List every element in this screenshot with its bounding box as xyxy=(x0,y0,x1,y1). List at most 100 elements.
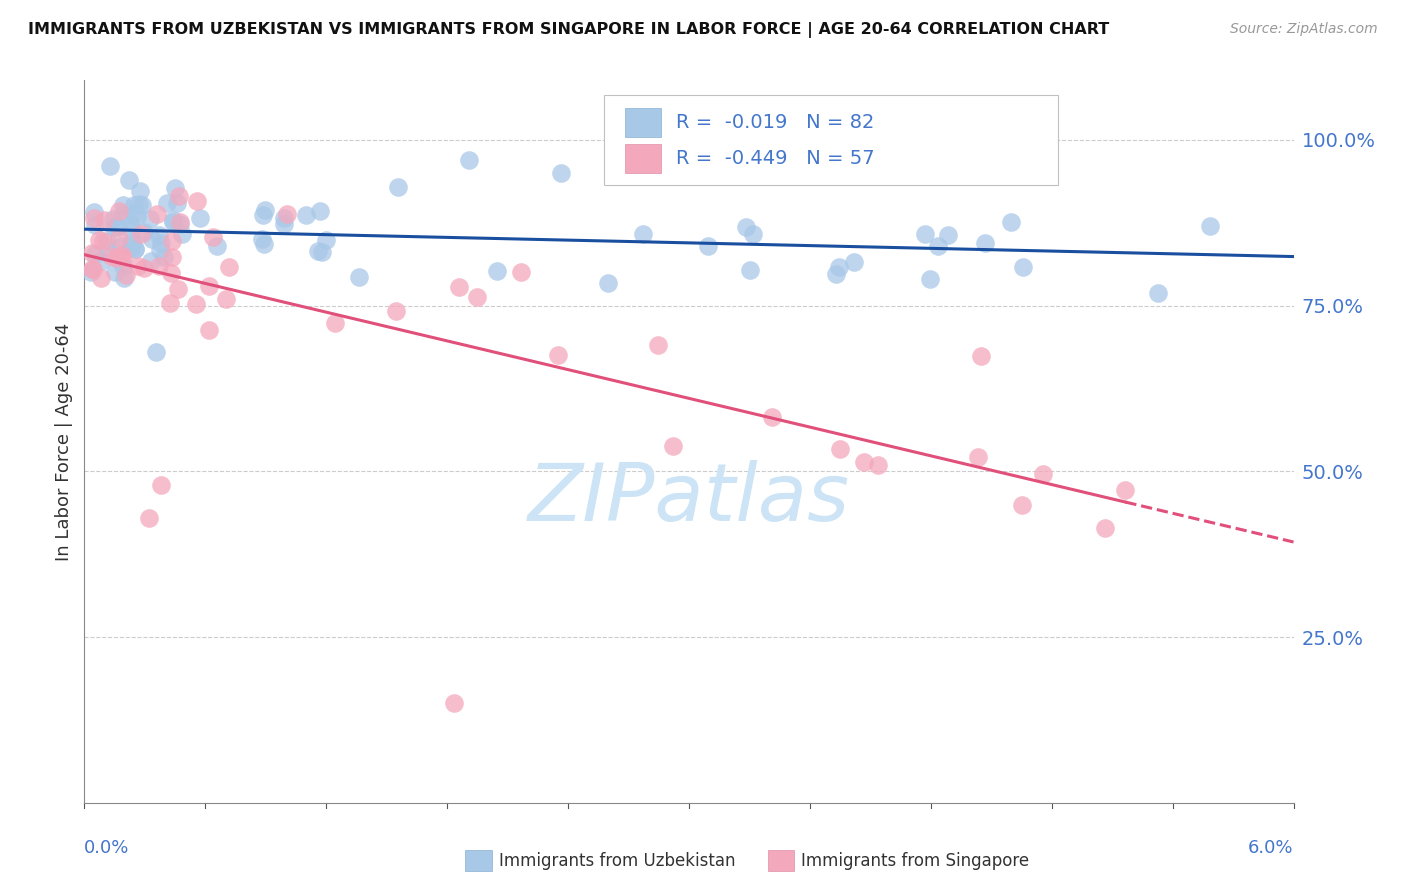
Text: IMMIGRANTS FROM UZBEKISTAN VS IMMIGRANTS FROM SINGAPORE IN LABOR FORCE | AGE 20-: IMMIGRANTS FROM UZBEKISTAN VS IMMIGRANTS… xyxy=(28,22,1109,38)
Point xyxy=(97,244,120,259)
Point xyxy=(868,458,890,472)
Point xyxy=(108,249,131,263)
Point xyxy=(661,439,683,453)
Point xyxy=(83,205,105,219)
Point xyxy=(134,260,156,275)
Point xyxy=(830,442,852,456)
Point xyxy=(141,232,163,246)
Point xyxy=(205,239,228,253)
Bar xyxy=(465,850,492,871)
Point xyxy=(387,179,409,194)
Point xyxy=(80,261,103,276)
Point xyxy=(105,252,128,266)
Point xyxy=(82,246,104,260)
Point xyxy=(315,233,337,247)
Point xyxy=(323,316,346,330)
Point xyxy=(311,245,333,260)
Point xyxy=(1032,467,1054,481)
Point xyxy=(107,220,129,235)
Point xyxy=(214,292,236,306)
Point xyxy=(1000,215,1022,229)
Point xyxy=(150,235,173,250)
Point xyxy=(307,244,329,258)
Text: R =  -0.019   N = 82: R = -0.019 N = 82 xyxy=(676,112,875,132)
Point xyxy=(138,510,160,524)
Point xyxy=(967,450,990,464)
Point xyxy=(79,265,101,279)
Point xyxy=(90,253,112,268)
Point xyxy=(93,213,115,227)
Point xyxy=(162,234,184,248)
Point xyxy=(347,270,370,285)
Point xyxy=(111,208,134,222)
Point xyxy=(152,250,174,264)
Point xyxy=(148,228,170,243)
Point xyxy=(1114,483,1136,497)
Point xyxy=(83,211,105,226)
Point xyxy=(1094,521,1116,535)
Point xyxy=(96,234,118,248)
Point xyxy=(853,455,876,469)
Point xyxy=(90,271,112,285)
Point xyxy=(104,264,127,278)
Point xyxy=(276,207,298,221)
Point xyxy=(596,276,619,290)
Point xyxy=(139,212,162,227)
Point xyxy=(160,250,183,264)
Point xyxy=(974,235,997,250)
Text: 6.0%: 6.0% xyxy=(1249,839,1294,857)
Point xyxy=(112,259,135,273)
Point xyxy=(197,279,219,293)
Point xyxy=(186,194,208,209)
Point xyxy=(509,265,531,279)
Point xyxy=(167,189,190,203)
Point xyxy=(121,235,143,250)
Point xyxy=(633,227,655,242)
Text: Source: ZipAtlas.com: Source: ZipAtlas.com xyxy=(1230,22,1378,37)
Point xyxy=(120,240,142,254)
Point xyxy=(918,272,941,286)
Point xyxy=(124,243,146,257)
Point xyxy=(385,304,408,318)
Point xyxy=(146,207,169,221)
Text: ZIPatlas: ZIPatlas xyxy=(527,460,851,539)
Point xyxy=(738,262,761,277)
Point xyxy=(149,243,172,257)
Point xyxy=(734,220,756,235)
Point xyxy=(914,227,936,242)
Point xyxy=(1199,219,1222,234)
Point xyxy=(254,203,277,218)
Point xyxy=(98,160,121,174)
Point xyxy=(122,207,145,221)
Point xyxy=(145,345,167,359)
Point xyxy=(115,268,138,282)
Point xyxy=(927,239,949,253)
Point xyxy=(108,230,131,244)
FancyBboxPatch shape xyxy=(605,95,1057,185)
Text: Immigrants from Uzbekistan: Immigrants from Uzbekistan xyxy=(499,852,735,870)
Point xyxy=(112,270,135,285)
Point xyxy=(131,197,153,211)
Point xyxy=(111,198,134,212)
Point xyxy=(120,217,142,231)
Point xyxy=(550,166,572,180)
Point xyxy=(108,204,131,219)
Point xyxy=(169,215,191,229)
Point xyxy=(111,248,134,262)
Point xyxy=(162,215,184,229)
Point xyxy=(128,184,150,198)
Point xyxy=(309,204,332,219)
Bar xyxy=(624,108,661,136)
Text: Immigrants from Singapore: Immigrants from Singapore xyxy=(801,852,1029,870)
Point xyxy=(82,262,104,277)
Point xyxy=(84,218,107,232)
Point xyxy=(253,237,276,252)
Point xyxy=(172,227,194,241)
Point xyxy=(294,208,316,222)
Point xyxy=(120,223,142,237)
Point xyxy=(742,227,765,242)
Point xyxy=(828,260,851,275)
Point xyxy=(970,349,993,363)
Point xyxy=(1011,499,1033,513)
Point xyxy=(100,249,122,263)
